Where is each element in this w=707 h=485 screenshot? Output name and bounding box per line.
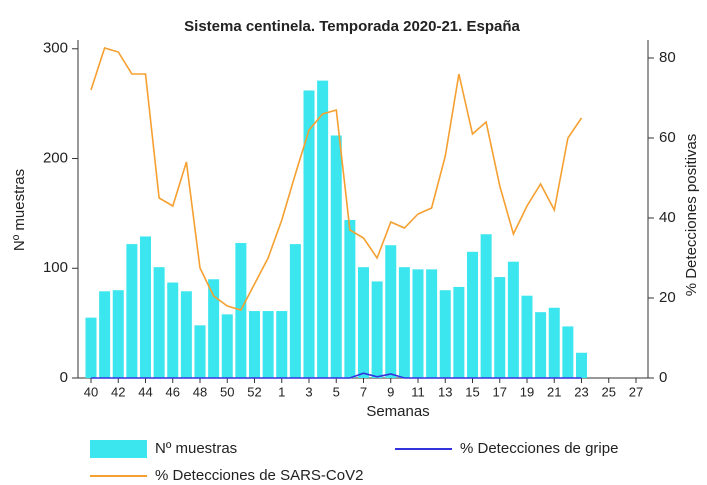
bar	[99, 291, 111, 378]
x-tick-label: 17	[493, 384, 507, 399]
y2-axis-label: % Detecciones positivas	[683, 134, 700, 297]
line	[91, 372, 582, 379]
bar	[412, 269, 424, 378]
y-tick-label: 100	[43, 259, 68, 276]
y2-tick-label: 0	[659, 369, 667, 386]
chart-title: Sistema centinela. Temporada 2020-21. Es…	[184, 18, 520, 35]
bar	[521, 295, 533, 378]
bar	[358, 267, 369, 378]
bar	[576, 352, 587, 378]
x-tick-label: 27	[629, 384, 643, 399]
x-tick-label: 25	[602, 384, 616, 399]
bar	[330, 135, 342, 378]
bar	[140, 236, 151, 378]
bar	[221, 314, 233, 378]
bar	[180, 291, 192, 378]
bar	[426, 269, 438, 378]
bar	[480, 234, 492, 378]
legend-label: % Detecciones de gripe	[460, 440, 618, 457]
x-tick-label: 48	[193, 384, 207, 399]
bar	[262, 311, 274, 378]
bar	[289, 244, 301, 378]
bar	[467, 251, 478, 378]
bar	[208, 279, 220, 378]
bar	[371, 281, 383, 378]
x-tick-label: 42	[111, 384, 125, 399]
x-axis-label: Semanas	[366, 403, 429, 420]
legend-label: % Detecciones de SARS-CoV2	[155, 467, 363, 484]
y2-tick-label: 80	[659, 49, 676, 66]
bar	[112, 290, 124, 378]
y2-tick-label: 60	[659, 129, 676, 146]
x-tick-label: 15	[465, 384, 479, 399]
bar	[276, 311, 288, 378]
legend-label: Nº muestras	[155, 440, 237, 457]
x-tick-label: 46	[166, 384, 180, 399]
bar	[398, 267, 410, 378]
legend-swatch	[90, 440, 147, 458]
bar	[249, 311, 260, 378]
x-tick-label: 13	[438, 384, 452, 399]
bar	[344, 219, 356, 378]
bar	[453, 286, 465, 378]
bar	[303, 90, 315, 378]
y2-tick-label: 40	[659, 209, 676, 226]
x-tick-label: 3	[305, 384, 312, 399]
bar	[167, 282, 179, 378]
x-tick-label: 11	[411, 384, 425, 399]
x-tick-label: 40	[84, 384, 98, 399]
bar	[85, 317, 97, 378]
y-tick-label: 0	[60, 369, 68, 386]
y-tick-label: 200	[43, 149, 68, 166]
y-tick-label: 300	[43, 40, 68, 57]
x-tick-label: 21	[547, 384, 561, 399]
bar	[126, 244, 138, 378]
x-tick-label: 7	[360, 384, 367, 399]
bar	[385, 245, 397, 378]
line	[90, 47, 583, 311]
y2-tick-label: 20	[659, 289, 676, 306]
x-tick-label: 1	[278, 384, 285, 399]
x-tick-label: 23	[574, 384, 588, 399]
x-tick-label: 50	[220, 384, 234, 399]
bar	[562, 326, 574, 378]
y-axis-label: Nº muestras	[11, 169, 28, 251]
x-tick-label: 9	[387, 384, 394, 399]
bar	[535, 312, 547, 378]
x-tick-label: 52	[247, 384, 261, 399]
bar	[439, 290, 451, 378]
bar	[317, 80, 329, 379]
bar	[507, 261, 519, 378]
bar	[153, 267, 165, 378]
bar	[494, 277, 506, 378]
x-tick-label: 5	[333, 384, 340, 399]
bar	[548, 307, 560, 378]
x-tick-label: 44	[138, 384, 152, 399]
bar	[194, 325, 206, 378]
x-tick-label: 19	[520, 384, 534, 399]
